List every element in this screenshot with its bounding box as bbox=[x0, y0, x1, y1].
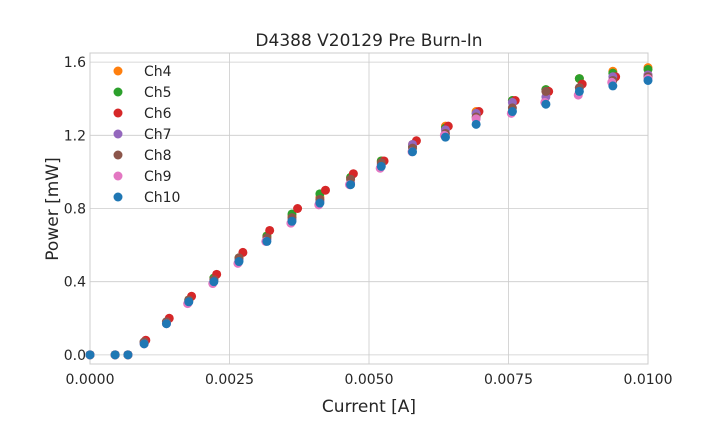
data-point bbox=[287, 216, 297, 226]
legend-marker bbox=[113, 87, 123, 97]
data-point bbox=[608, 81, 618, 91]
legend-label: Ch5 bbox=[144, 85, 172, 101]
data-point bbox=[643, 75, 653, 85]
data-point bbox=[110, 350, 120, 360]
legend-marker bbox=[113, 108, 123, 118]
y-tick-label: 0.0 bbox=[64, 348, 86, 364]
data-point bbox=[293, 204, 303, 213]
legend-marker bbox=[113, 192, 123, 202]
data-point bbox=[346, 180, 356, 190]
series-ch10 bbox=[85, 75, 653, 360]
y-tick-label: 1.2 bbox=[64, 128, 86, 144]
legend-item: Ch5 bbox=[113, 85, 172, 101]
data-point bbox=[123, 350, 133, 360]
data-point bbox=[161, 319, 171, 329]
x-tick-label: 0.0075 bbox=[484, 372, 533, 388]
data-point bbox=[85, 350, 95, 360]
data-point bbox=[262, 236, 272, 246]
legend-marker bbox=[113, 129, 123, 139]
legend-item: Ch10 bbox=[113, 190, 180, 206]
grid bbox=[89, 53, 649, 364]
x-tick-label: 0.0025 bbox=[205, 372, 254, 388]
legend-item: Ch6 bbox=[113, 106, 172, 122]
chart-title: D4388 V20129 Pre Burn-In bbox=[255, 31, 482, 51]
data-point bbox=[184, 297, 194, 307]
tick-labels: 0.0000 0.0025 0.0050 0.0075 0.0100 0.0 0.4 0.8 1… bbox=[64, 55, 673, 388]
x-tick-label: 0.0050 bbox=[345, 372, 394, 388]
x-tick-label: 0.0000 bbox=[66, 372, 115, 388]
y-axis-label: Power [mW] bbox=[43, 157, 63, 260]
data-points bbox=[85, 63, 653, 360]
legend-label: Ch10 bbox=[144, 190, 180, 206]
data-point bbox=[507, 107, 517, 117]
legend-item: Ch9 bbox=[113, 169, 172, 185]
legend-item: Ch8 bbox=[113, 148, 172, 164]
legend-label: Ch8 bbox=[144, 148, 172, 164]
legend-marker bbox=[113, 150, 123, 160]
data-point bbox=[315, 198, 325, 208]
data-point bbox=[408, 147, 418, 157]
plot-frame bbox=[89, 52, 649, 365]
data-point bbox=[209, 277, 219, 287]
legend-label: Ch9 bbox=[144, 169, 172, 185]
data-point bbox=[471, 119, 481, 129]
y-tick-label: 0.8 bbox=[64, 202, 86, 218]
data-point bbox=[234, 257, 244, 267]
data-point bbox=[376, 161, 386, 171]
data-point bbox=[320, 185, 330, 195]
legend: Ch4 Ch5 Ch6 Ch7 Ch8 Ch9 Ch10 bbox=[113, 64, 180, 206]
data-point bbox=[139, 339, 149, 349]
legend-label: Ch7 bbox=[144, 127, 172, 143]
legend-item: Ch4 bbox=[113, 64, 172, 80]
legend-marker bbox=[113, 66, 123, 76]
data-point bbox=[541, 86, 551, 96]
y-tick-label: 0.4 bbox=[64, 275, 86, 291]
data-point bbox=[541, 99, 551, 109]
legend-label: Ch4 bbox=[144, 64, 172, 80]
data-point bbox=[574, 86, 584, 96]
data-point bbox=[440, 132, 450, 142]
data-point bbox=[265, 225, 275, 235]
y-tick-label: 1.6 bbox=[64, 55, 86, 71]
x-axis-label: Current [A] bbox=[322, 397, 416, 417]
legend-marker bbox=[113, 171, 123, 181]
legend-item: Ch7 bbox=[113, 127, 172, 143]
legend-label: Ch6 bbox=[144, 106, 172, 122]
x-tick-label: 0.0100 bbox=[624, 372, 673, 388]
